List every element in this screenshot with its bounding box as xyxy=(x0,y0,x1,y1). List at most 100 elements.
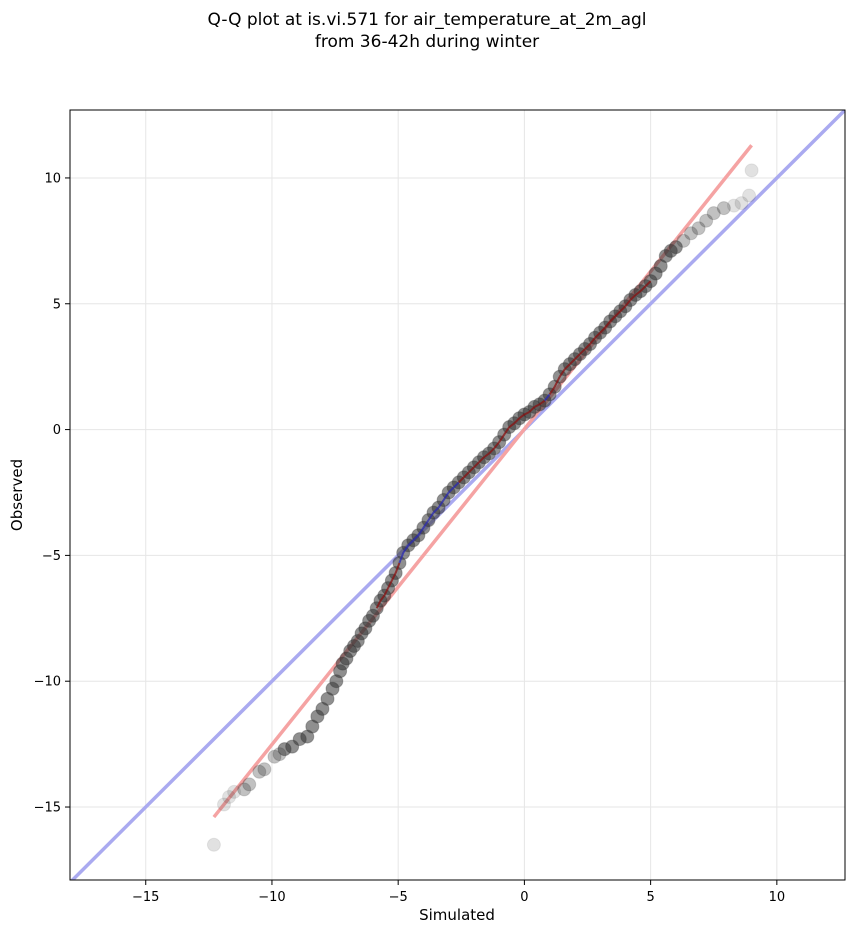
y-tick-label: −5 xyxy=(42,549,61,564)
central-trace-segment xyxy=(634,290,642,296)
central-trace-segment xyxy=(463,471,470,479)
central-trace-segment xyxy=(422,519,430,529)
data-point xyxy=(734,196,749,211)
chart-title: Q-Q plot at is.vi.571 for air_temperatur… xyxy=(207,10,647,30)
y-tick-label: −15 xyxy=(34,801,61,816)
data-point xyxy=(691,221,706,236)
data-point xyxy=(237,782,252,797)
x-tick-label: 10 xyxy=(769,890,786,905)
central-trace-segment xyxy=(383,587,389,597)
data-point xyxy=(744,163,759,178)
central-trace-segment xyxy=(407,539,415,547)
central-trace-segment xyxy=(447,486,455,494)
central-trace-segment xyxy=(558,368,566,378)
central-trace-segment xyxy=(417,527,425,536)
x-tick-label: −5 xyxy=(389,890,408,905)
data-point xyxy=(684,226,699,241)
x-axis-label: Simulated xyxy=(419,906,495,924)
central-trace-segment xyxy=(508,422,515,428)
data-point xyxy=(242,777,257,792)
central-trace-segment xyxy=(579,348,586,355)
x-tick-label: 0 xyxy=(520,890,528,905)
central-trace-segment xyxy=(387,580,393,589)
data-points xyxy=(206,163,759,852)
central-trace-segment xyxy=(619,305,627,313)
central-trace-segment xyxy=(534,403,540,408)
central-trace-segment xyxy=(639,285,647,292)
central-trace-segment xyxy=(604,320,612,329)
central-trace-segment xyxy=(375,600,382,609)
central-trace-segment xyxy=(498,434,506,443)
central-trace-segment xyxy=(473,461,480,469)
central-trace-segment xyxy=(478,456,485,463)
data-point xyxy=(742,188,757,203)
x-axis: −15 −10 −5 0 5 10 xyxy=(132,880,785,905)
central-trace-segment xyxy=(518,413,525,420)
central-trace-segment xyxy=(453,481,460,489)
central-trace-segment xyxy=(629,294,637,301)
central-trace-segment xyxy=(503,426,511,436)
grid xyxy=(70,110,845,880)
data-point xyxy=(222,789,237,804)
central-trace-segment xyxy=(624,299,632,307)
central-trace-segment xyxy=(523,411,530,416)
central-trace-segment xyxy=(437,499,445,509)
central-trace-segment xyxy=(538,399,546,406)
data-point xyxy=(706,206,721,221)
central-trace-segment xyxy=(442,491,450,501)
central-trace-segment xyxy=(398,552,405,564)
data-point xyxy=(716,201,731,216)
y-tick-label: −10 xyxy=(34,675,61,690)
identity-line xyxy=(70,110,845,880)
central-trace-segment xyxy=(432,506,440,514)
y-axis-label: Observed xyxy=(8,459,26,531)
chart-subtitle: from 36-42h during winter xyxy=(314,32,540,52)
data-point xyxy=(216,797,231,812)
central-trace-segment xyxy=(412,534,420,542)
central-trace-segment xyxy=(488,447,495,455)
data-point xyxy=(668,240,683,255)
central-trace-segment xyxy=(569,358,576,365)
central-trace-segment xyxy=(513,417,521,424)
x-tick-label: 5 xyxy=(646,890,654,905)
x-tick-label: −15 xyxy=(132,890,159,905)
central-trace-segment xyxy=(379,595,386,602)
central-trace-segment xyxy=(574,353,581,360)
data-point xyxy=(699,213,714,228)
central-trace-segment xyxy=(390,572,397,582)
central-trace-segment xyxy=(483,452,490,459)
y-axis: −15 −10 −5 0 5 10 xyxy=(34,171,70,816)
data-point xyxy=(267,749,282,764)
central-trace-segment xyxy=(548,386,556,395)
central-trace-segment xyxy=(528,406,536,413)
central-trace-segment xyxy=(394,562,401,574)
data-point xyxy=(227,784,242,799)
central-trace-segment xyxy=(644,280,652,287)
central-trace-segment xyxy=(493,441,500,450)
plot-frame xyxy=(69,109,846,881)
data-point xyxy=(676,233,691,248)
central-trace-segment xyxy=(564,363,571,370)
central-trace-segment xyxy=(402,544,410,554)
central-trace-segment xyxy=(599,326,606,334)
central-trace-segment xyxy=(543,393,551,402)
data-point xyxy=(726,198,741,213)
central-trace-segment xyxy=(594,331,601,339)
central-trace-segment xyxy=(427,512,435,521)
y-tick-label: 5 xyxy=(53,297,61,312)
central-trace-segment xyxy=(553,376,561,388)
data-point xyxy=(252,764,267,779)
central-trace-segment xyxy=(584,343,591,350)
central-trace-segment xyxy=(468,466,475,474)
x-tick-label: −10 xyxy=(258,890,285,905)
central-trace-segment xyxy=(589,337,596,345)
data-point xyxy=(206,837,221,852)
y-tick-label: 10 xyxy=(44,171,61,186)
y-tick-label: 0 xyxy=(53,423,61,438)
central-trace-segment xyxy=(609,315,616,323)
central-trace-segment xyxy=(458,476,465,484)
central-trace-segment xyxy=(614,310,622,318)
data-point xyxy=(257,762,272,777)
reference-lines xyxy=(70,110,845,880)
